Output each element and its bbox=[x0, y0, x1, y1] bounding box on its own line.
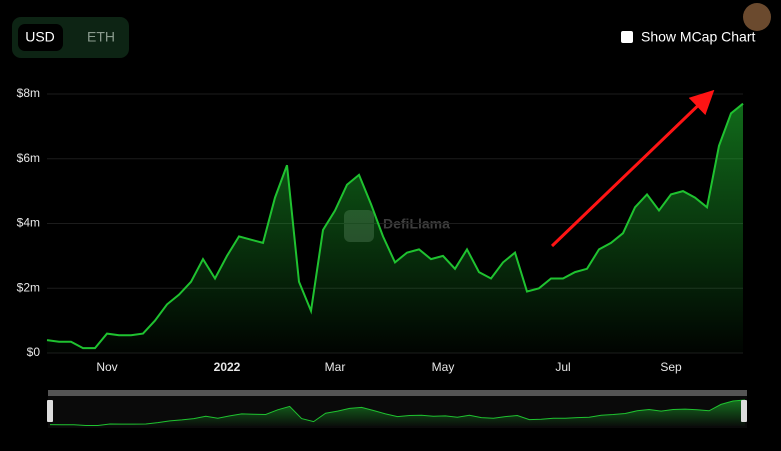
navigator-series bbox=[49, 399, 746, 426]
mcap-checkbox[interactable] bbox=[621, 31, 633, 43]
navigator-line bbox=[49, 399, 746, 426]
x-tick-label: 2022 bbox=[214, 360, 241, 374]
navigator-handle-right[interactable] bbox=[741, 400, 747, 422]
x-tick-label: Jul bbox=[555, 360, 570, 374]
tvl-area bbox=[47, 103, 743, 353]
x-tick-label: Nov bbox=[96, 360, 117, 374]
avatar[interactable] bbox=[743, 3, 771, 31]
y-tick-label: $2m bbox=[17, 280, 40, 294]
y-tick-label: $0 bbox=[27, 345, 41, 359]
y-tick-label: $6m bbox=[17, 151, 40, 165]
x-tick-label: Sep bbox=[660, 360, 682, 374]
navigator-handle-left[interactable] bbox=[47, 400, 53, 422]
currency-selected bbox=[18, 24, 63, 51]
annotation-arrow bbox=[550, 89, 715, 248]
y-tick-label: $4m bbox=[17, 216, 40, 230]
x-tick-label: Mar bbox=[325, 360, 346, 374]
tvl-line bbox=[46, 102, 744, 350]
x-tick-label: May bbox=[432, 360, 455, 374]
y-tick-label: $8m bbox=[17, 86, 40, 100]
navigator-bar[interactable] bbox=[48, 390, 747, 396]
eth-option[interactable]: ETH bbox=[87, 29, 115, 45]
usd-option[interactable]: USD bbox=[25, 29, 55, 45]
navigator-area bbox=[50, 400, 745, 426]
mcap-label[interactable]: Show MCap Chart bbox=[641, 29, 755, 45]
